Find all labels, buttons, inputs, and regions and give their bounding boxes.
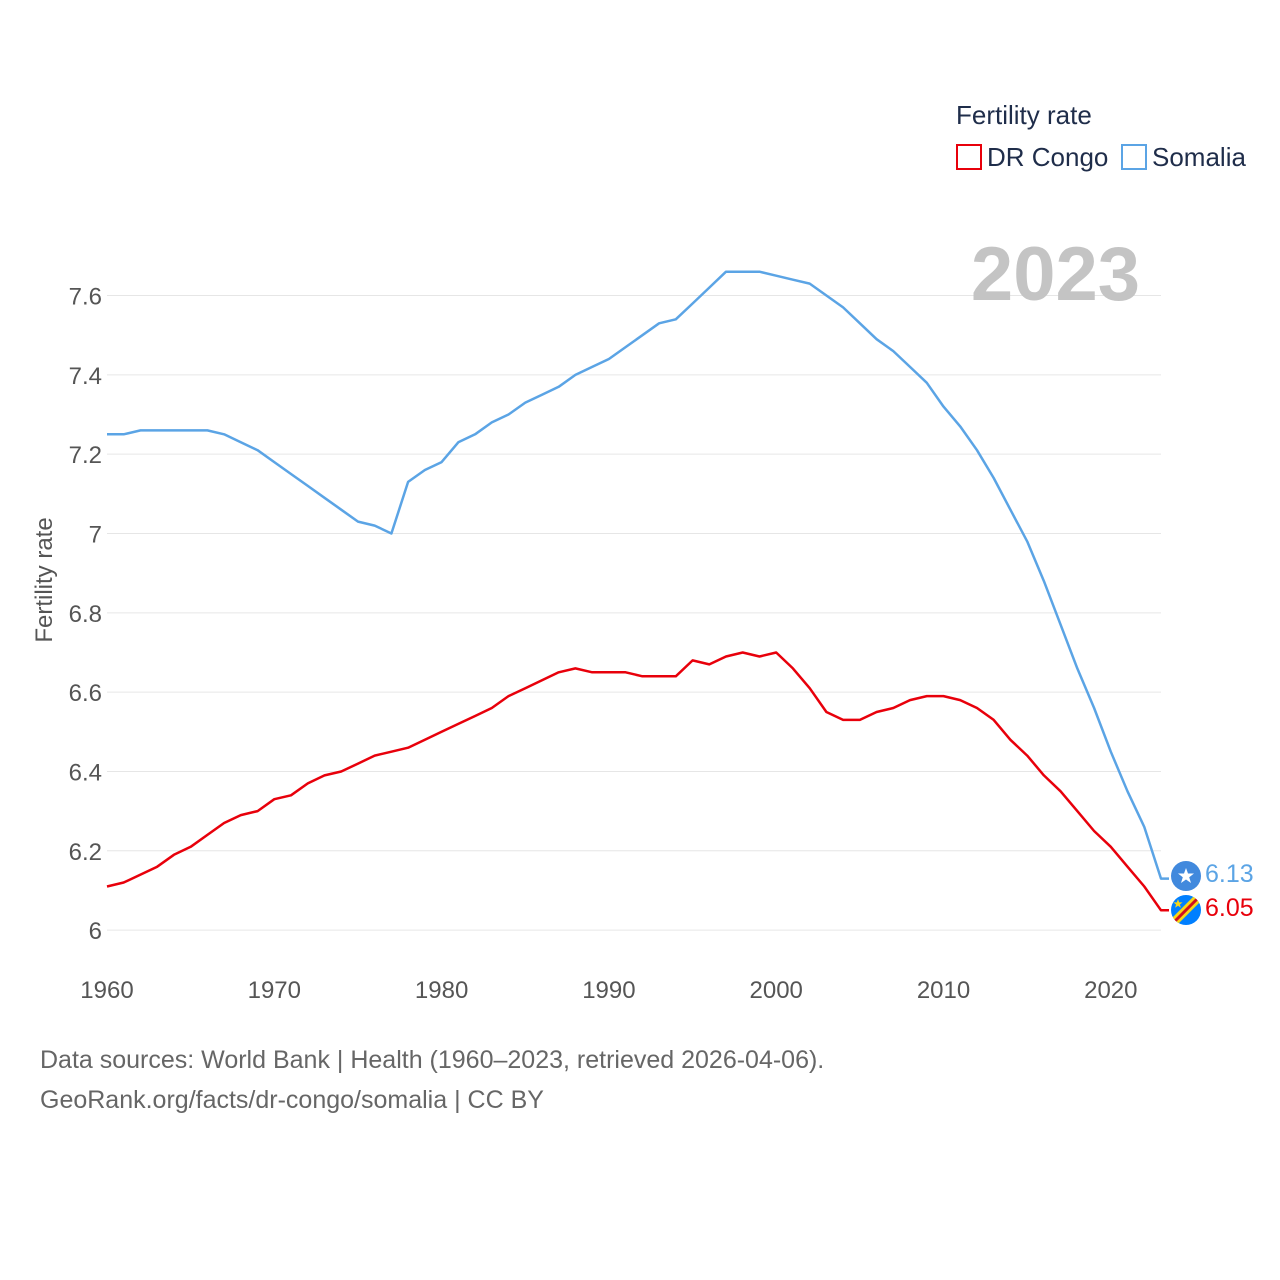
series-line-somalia: [107, 270, 1169, 880]
y-tick-label: 7.4: [69, 363, 102, 390]
y-tick-label: 7.6: [69, 284, 102, 311]
y-axis-ticks: 6 6.2 6.4 6.6 6.8 7 7.2 7.4 7.6: [69, 284, 102, 946]
legend-label-somalia[interactable]: Somalia: [1152, 142, 1246, 172]
y-tick-label: 7.2: [69, 442, 102, 469]
dr-congo-flag-icon: [1171, 895, 1201, 925]
y-tick-label: 6: [89, 918, 102, 945]
x-tick-label: 1960: [80, 977, 133, 1004]
legend-title: Fertility rate: [956, 100, 1092, 130]
somalia-end-label: 6.13: [1205, 860, 1254, 888]
year-label: 2023: [971, 232, 1140, 317]
legend-swatch-somalia[interactable]: [1121, 144, 1147, 170]
y-tick-label: 6.2: [69, 839, 102, 866]
legend-swatch-dr-congo[interactable]: [956, 144, 982, 170]
series-points: [107, 271, 1162, 911]
source-line-2: GeoRank.org/facts/dr-congo/somalia | CC …: [40, 1086, 544, 1114]
somalia-flag-icon: [1171, 861, 1201, 891]
y-axis-label: Fertility rate: [31, 517, 58, 642]
x-tick-label: 1990: [582, 977, 635, 1004]
y-tick-label: 6.4: [69, 759, 102, 786]
source-line-1: Data sources: World Bank | Health (1960–…: [40, 1046, 824, 1074]
x-axis-ticks: 1960 1970 1980 1990 2000 2010 2020: [80, 977, 1137, 1004]
y-tick-label: 7: [89, 522, 102, 549]
x-tick-label: 2000: [750, 977, 803, 1004]
y-tick-label: 6.8: [69, 601, 102, 628]
x-tick-label: 1970: [248, 977, 301, 1004]
series-lines: [106, 270, 1169, 912]
x-tick-label: 2020: [1084, 977, 1137, 1004]
x-tick-label: 1980: [415, 977, 468, 1004]
y-tick-label: 6.6: [69, 680, 102, 707]
dr-congo-end-label: 6.05: [1205, 894, 1254, 922]
series-line-dr-congo: [106, 651, 1169, 912]
x-tick-label: 2010: [917, 977, 970, 1004]
legend: Fertility rate DR Congo Somalia: [956, 100, 1246, 172]
grid-lines: [107, 295, 1161, 931]
legend-label-dr-congo[interactable]: DR Congo: [987, 142, 1108, 172]
